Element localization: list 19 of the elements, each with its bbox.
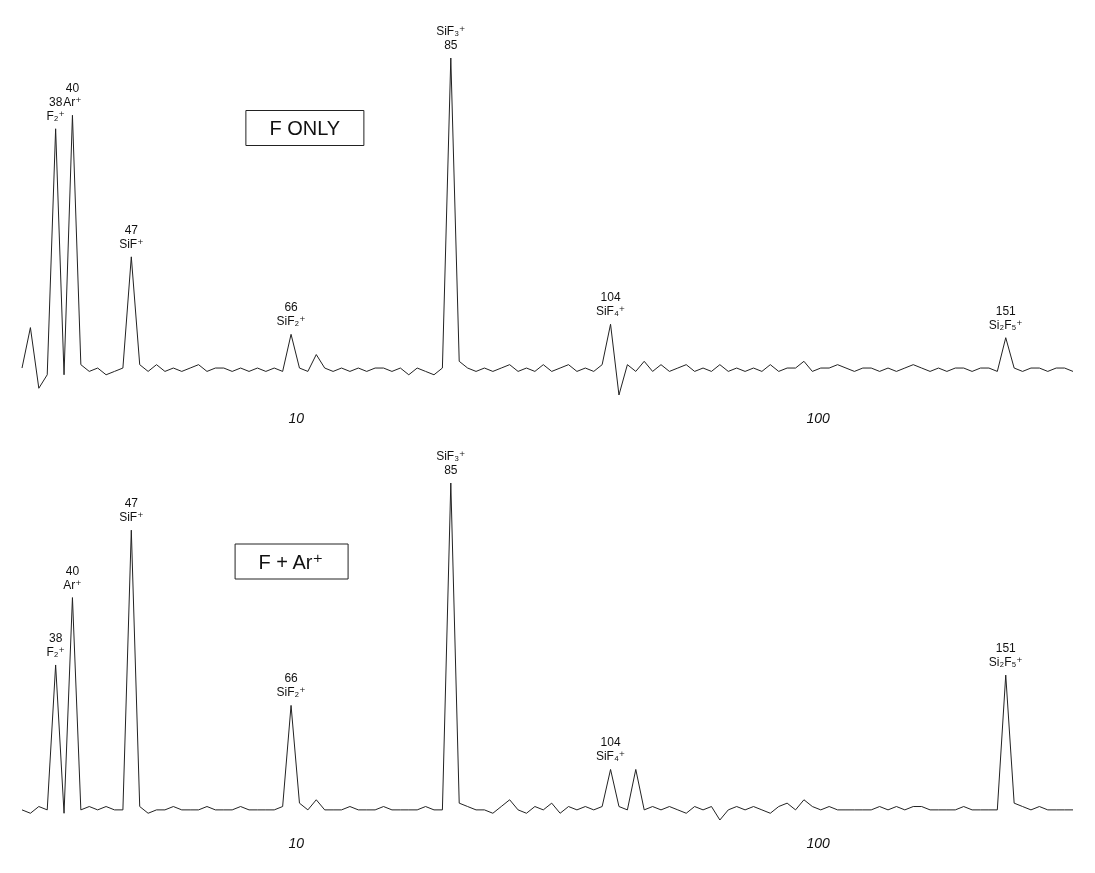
text: 100 [806, 410, 831, 426]
text: 10 [288, 835, 305, 851]
annotation: 40 Ar⁺ [63, 81, 82, 110]
annotation: 104 SiF₄⁺ [595, 290, 626, 319]
text: SiF₃⁺ 85 [436, 24, 466, 52]
annotation: 104 SiF₄⁺ [595, 735, 626, 764]
text: 10 [288, 410, 305, 426]
annotation: 47 SiF⁺ [119, 496, 144, 525]
annotation: 66 SiF₂⁺ [276, 671, 306, 700]
text: 100 [806, 835, 831, 851]
annotation: 151 Si₂F₅⁺ [988, 303, 1023, 332]
annotation: 47 SiF⁺ [119, 222, 144, 251]
annotation: 38 F₂⁺ [46, 630, 65, 659]
text: SiF₃⁺ 85 [436, 449, 466, 477]
annotation: 151 Si₂F₅⁺ [988, 641, 1023, 670]
annotation: 66 SiF₂⁺ [276, 300, 306, 329]
text: F + Ar⁺ [258, 550, 324, 573]
annotation: 40 Ar⁺ [63, 563, 82, 592]
text: F ONLY [269, 117, 341, 139]
